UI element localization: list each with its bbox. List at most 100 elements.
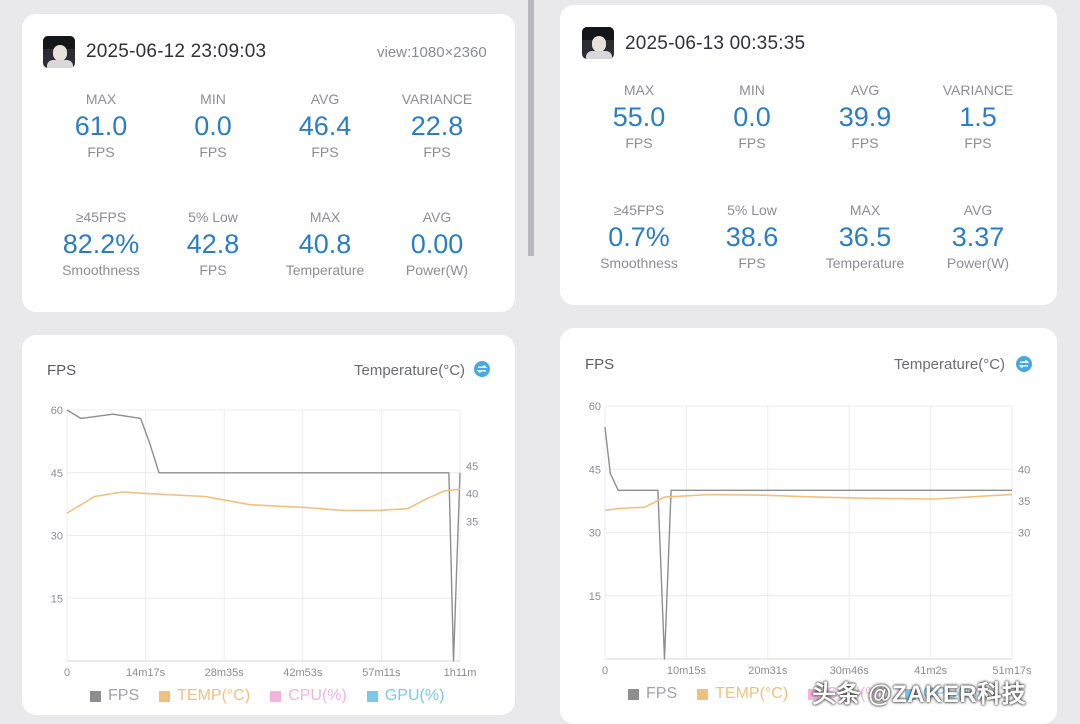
stat-label: 5% Low (188, 209, 238, 225)
legend-swatch (628, 688, 639, 700)
stat-value: 0.7% (608, 222, 670, 252)
legend-swatch (808, 688, 820, 700)
stat-variance-fps: VARIANCE 1.5 FPS (921, 82, 1035, 151)
y2-tick-label: 30 (1018, 528, 1030, 540)
avatar (43, 36, 75, 68)
chart-legend: FPS TEMP(°C) CPU(%) GPU(%) (628, 685, 982, 703)
x-tick-label: 0 (64, 667, 70, 679)
chart-temperature-title: Temperature(°C) (354, 362, 466, 379)
swap-axis-icon[interactable] (474, 361, 490, 377)
y-tick-label: 30 (51, 531, 63, 543)
session-timestamp: 2025-06-13 00:35:35 (625, 33, 806, 54)
x-tick-label: 1h11m (444, 667, 477, 679)
legend-swatch (159, 690, 171, 702)
x-tick-label: 51m17s (992, 665, 1032, 677)
legend-swatch (697, 688, 709, 700)
stat-value: 82.2% (62, 229, 140, 259)
stat-label: VARIANCE (942, 82, 1014, 98)
legend-item-cpu[interactable]: CPU(%) (808, 685, 885, 703)
stat-value: 46.4 (298, 111, 352, 141)
legend-label: CPU(%) (826, 685, 885, 702)
stat-value: 61.0 (74, 111, 128, 141)
stat-avg-power: AVG 3.37 Power(W) (921, 202, 1035, 271)
y-tick-label: 45 (51, 468, 63, 480)
y-tick-label: 60 (51, 405, 63, 417)
legend-label: TEMP(°C) (177, 687, 251, 704)
stat-label: MIN (200, 91, 226, 107)
legend-label: FPS (646, 685, 678, 702)
stat-unit: FPS (964, 135, 992, 151)
stat-avg-power: AVG 0.00 Power(W) (380, 209, 494, 278)
legend-swatch (366, 690, 378, 702)
chart-title: FPS (47, 362, 77, 379)
stat-min-fps: MIN 0.0 FPS (156, 91, 270, 160)
y2-tick-label: 45 (466, 461, 478, 473)
legend-label: FPS (108, 687, 140, 704)
legend-item-cpu[interactable]: CPU(%) (270, 687, 347, 705)
session-timestamp: 2025-06-12 23:09:03 (86, 41, 267, 62)
stat-min-fps: MIN 0.0 FPS (695, 82, 809, 151)
stat-label: AVG (963, 202, 993, 218)
y2-tick-label: 40 (1018, 464, 1030, 476)
stat-unit: FPS (311, 144, 339, 160)
view-resolution: view:1080×2360 (377, 44, 487, 61)
legend-label: GPU(%) (384, 687, 445, 704)
stat-label: MAX (309, 209, 341, 225)
stat-unit: FPS (199, 144, 227, 160)
stat-unit: FPS (199, 262, 227, 278)
stat-value: 0.0 (194, 111, 232, 141)
y-tick-label: 15 (51, 593, 63, 605)
stat-label: VARIANCE (401, 91, 473, 107)
legend-item-temp[interactable]: TEMP(°C) (159, 687, 250, 705)
stat-variance-fps: VARIANCE 22.8 FPS (380, 91, 494, 160)
stat-max-fps: MAX 55.0 FPS (582, 82, 696, 151)
legend-swatch (904, 688, 916, 700)
stat-max-temperature: MAX 36.5 Temperature (808, 202, 922, 271)
stat-label: ≥45FPS (613, 202, 665, 218)
y2-tick-label: 40 (466, 489, 478, 501)
legend-item-gpu[interactable]: GPU(%) (366, 687, 445, 705)
stat-label: 5% Low (727, 202, 777, 218)
stat-value: 39.9 (838, 102, 892, 132)
stat-unit: FPS (87, 144, 115, 160)
stat-unit: FPS (423, 144, 451, 160)
column-divider (528, 0, 534, 256)
chart-legend: FPS TEMP(°C) CPU(%) GPU(%) (90, 687, 444, 705)
stat-label: ≥45FPS (75, 209, 127, 225)
sub-watermark: 值 什么值得买 (960, 706, 1036, 720)
x-tick-label: 10m15s (667, 665, 707, 677)
chart-title: FPS (585, 356, 615, 373)
stat-5pct-low: 5% Low 42.8 FPS (156, 209, 270, 278)
x-tick-label: 57m11s (362, 667, 401, 679)
chart-temperature-title: Temperature(°C) (894, 356, 1006, 373)
y-tick-label: 30 (589, 528, 601, 540)
stat-value: 22.8 (410, 111, 464, 141)
stat-label: MAX (623, 82, 655, 98)
legend-item-temp[interactable]: TEMP(°C) (697, 685, 788, 703)
stat-value: 36.5 (838, 222, 892, 252)
legend-item-fps[interactable]: FPS (628, 685, 677, 703)
stat-unit: Smoothness (600, 255, 678, 271)
stat-unit: FPS (738, 135, 766, 151)
chart-card-2: FPS Temperature(°C) 0 10m15s 20m31s 30m46s 4… (560, 328, 1057, 724)
stat-unit: Temperature (285, 262, 365, 278)
legend-item-gpu[interactable]: GPU(%) (904, 685, 982, 703)
legend-swatch (270, 690, 282, 702)
stat-label: MAX (85, 91, 117, 107)
y2-tick-label: 35 (1018, 496, 1030, 508)
fps-line (604, 427, 1012, 660)
stat-label: AVG (850, 82, 880, 98)
temperature-line (66, 488, 461, 514)
swap-axis-icon[interactable] (1016, 356, 1032, 372)
avatar (582, 27, 614, 59)
stat-avg-fps: AVG 46.4 FPS (268, 91, 382, 160)
stat-unit: Power(W) (405, 262, 469, 278)
y2-tick-label: 35 (466, 517, 478, 529)
legend-swatch (90, 690, 101, 702)
stat-label: MIN (739, 82, 765, 98)
stat-avg-fps: AVG 39.9 FPS (808, 82, 922, 151)
x-tick-label: 42m53s (283, 667, 323, 679)
fps-temp-chart-1: 0 14m17s 28m35s 42m53s 57m11s 1h11m 15 30 45 60 35… (51, 405, 479, 679)
x-tick-label: 28m35s (205, 667, 245, 679)
legend-item-fps[interactable]: FPS (90, 687, 139, 705)
